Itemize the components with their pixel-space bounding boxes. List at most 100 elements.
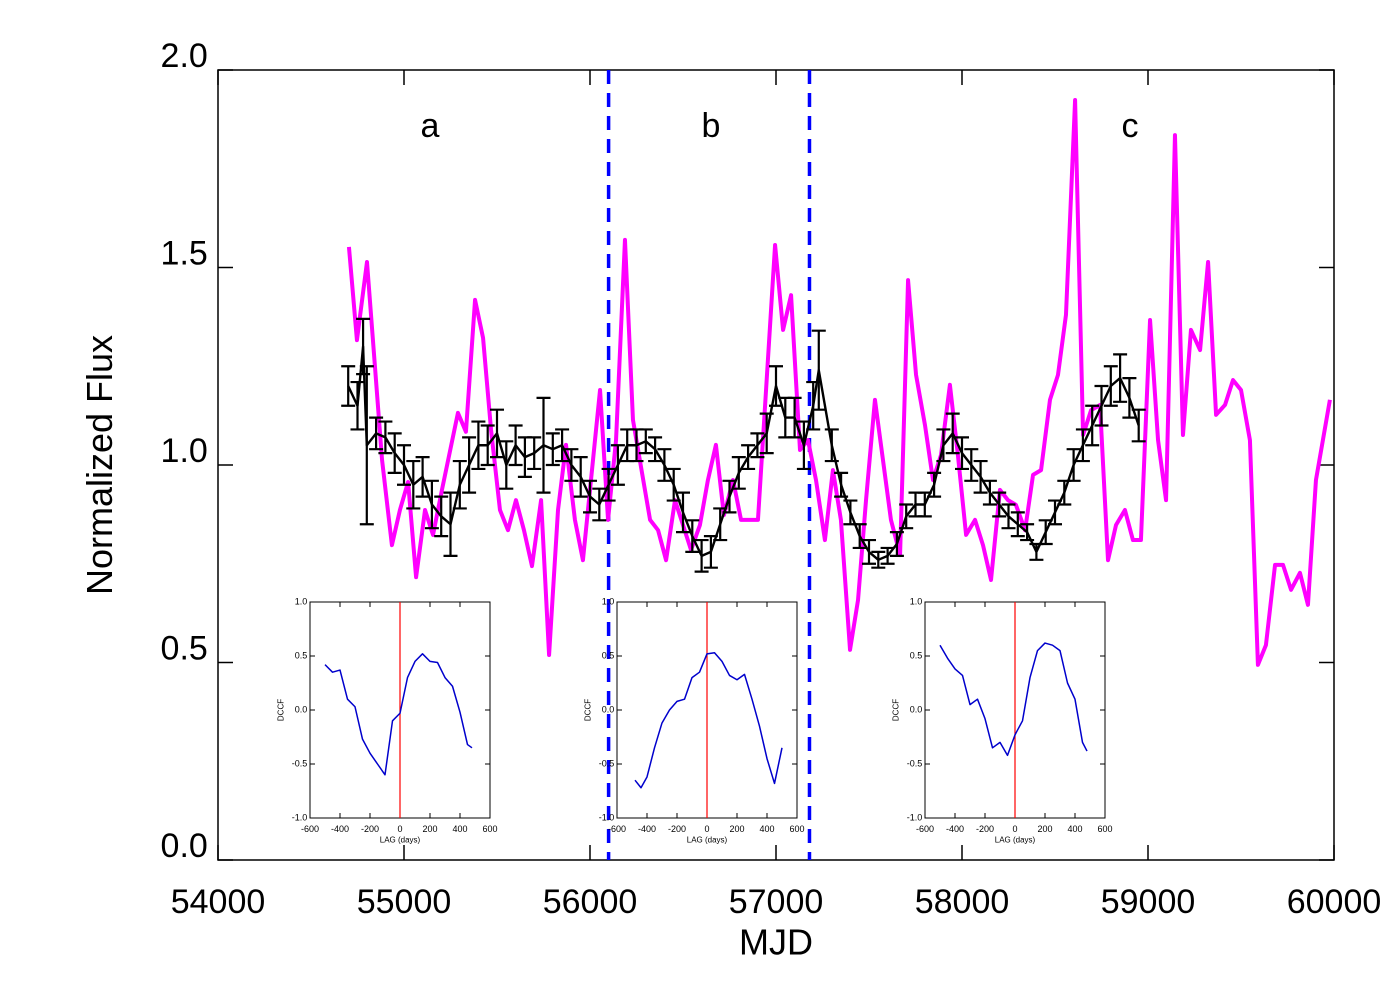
error-bar — [499, 440, 514, 490]
error-bar — [889, 531, 904, 557]
x-tick-label: 56000 — [543, 883, 638, 921]
error-bar — [936, 428, 951, 463]
panel-label: a — [421, 107, 440, 145]
error-bar — [564, 448, 579, 482]
error-bar — [796, 420, 811, 471]
error-bar — [945, 412, 960, 455]
x-tick-label: -400 — [638, 824, 656, 834]
x-tick-label: 600 — [1097, 824, 1112, 834]
error-bar — [406, 459, 421, 510]
error-bar — [434, 495, 449, 538]
y-tick-label: 0.0 — [910, 704, 923, 714]
error-bar — [1010, 511, 1025, 538]
y-tick-label: -0.5 — [907, 758, 923, 768]
x-tick-label: -600 — [916, 824, 934, 834]
y-axis-label: DCCF — [276, 699, 285, 721]
x-axis-label: MJD — [739, 922, 813, 963]
y-tick-label: -1.0 — [292, 812, 308, 822]
error-bar — [1075, 428, 1090, 463]
series-line — [324, 653, 473, 776]
y-tick-label: 1.0 — [295, 596, 308, 606]
error-bar — [1122, 377, 1137, 419]
error-bar — [573, 456, 588, 498]
x-tick-label: 54000 — [171, 883, 266, 921]
error-bar — [1020, 523, 1035, 542]
x-axis-label: LAG (days) — [687, 836, 728, 845]
error-bar — [1001, 503, 1016, 530]
error-bar — [982, 479, 997, 506]
x-tick-label: 0 — [397, 824, 402, 834]
x-tick-label: -200 — [361, 824, 379, 834]
error-bar — [992, 491, 1007, 518]
error-bar — [787, 396, 802, 439]
error-bar — [811, 329, 826, 411]
error-bar — [638, 428, 653, 455]
error-bar — [369, 416, 384, 451]
x-tick-label: 400 — [452, 824, 467, 834]
error-bar — [731, 456, 746, 490]
x-axis-label: LAG (days) — [380, 836, 421, 845]
error-bar — [471, 420, 486, 471]
error-bar — [341, 365, 356, 407]
error-bar — [490, 408, 504, 459]
y-tick-label: 1.0 — [161, 432, 208, 470]
error-bar — [750, 432, 765, 459]
error-bar — [378, 420, 393, 455]
y-tick-label: 0.0 — [602, 704, 615, 714]
error-bar — [592, 487, 607, 522]
y-tick-label: 2.0 — [161, 37, 208, 75]
error-bar — [824, 428, 839, 463]
error-bar — [843, 499, 858, 526]
y-axis-label: DCCF — [583, 699, 592, 721]
y-tick-label: 0.5 — [295, 650, 308, 660]
error-bar — [666, 467, 681, 502]
error-bar — [397, 444, 411, 486]
series-line — [939, 642, 1088, 757]
error-bar — [769, 365, 783, 407]
y-tick-label: 0.0 — [161, 827, 208, 865]
error-bar — [703, 535, 718, 569]
x-tick-label: 60000 — [1287, 883, 1382, 921]
error-bar — [415, 456, 430, 498]
x-tick-label: -600 — [301, 824, 319, 834]
error-bar — [713, 507, 728, 542]
error-bar — [350, 380, 365, 431]
x-tick-label: 0 — [1012, 824, 1017, 834]
y-tick-label: 0.5 — [602, 650, 615, 660]
error-bar — [359, 365, 374, 526]
x-tick-label: 58000 — [915, 883, 1010, 921]
x-tick-label: 200 — [1037, 824, 1052, 834]
error-bar — [722, 479, 737, 514]
x-tick-label: -400 — [331, 824, 349, 834]
error-bar — [964, 448, 979, 482]
error-bar — [694, 538, 709, 573]
y-tick-label: 0.5 — [161, 629, 208, 667]
y-axis-label: DCCF — [891, 699, 900, 721]
error-bar — [452, 459, 467, 510]
x-tick-label: -200 — [668, 824, 686, 834]
x-tick-label: 600 — [482, 824, 497, 834]
x-tick-label: -200 — [976, 824, 994, 834]
y-axis-label: Normalized Flux — [79, 335, 120, 595]
error-bar — [973, 459, 988, 494]
error-bar — [527, 436, 542, 471]
error-bar — [387, 432, 402, 474]
x-tick-label: -400 — [946, 824, 964, 834]
error-bar — [899, 503, 914, 530]
x-tick-label: 400 — [1067, 824, 1082, 834]
series-line — [346, 98, 1332, 667]
error-bar — [583, 479, 597, 514]
x-tick-label: 0 — [704, 824, 709, 834]
error-bar — [955, 436, 969, 471]
error-bar — [852, 523, 867, 550]
x-tick-label: 600 — [789, 824, 804, 834]
error-bar — [508, 424, 523, 467]
y-tick-label: 1.5 — [161, 234, 208, 272]
error-bar — [1103, 365, 1118, 407]
error-bar — [1048, 499, 1062, 526]
error-bar — [480, 424, 495, 467]
x-tick-label: 59000 — [1101, 883, 1196, 921]
error-bar — [545, 432, 560, 467]
x-tick-label: 400 — [759, 824, 774, 834]
